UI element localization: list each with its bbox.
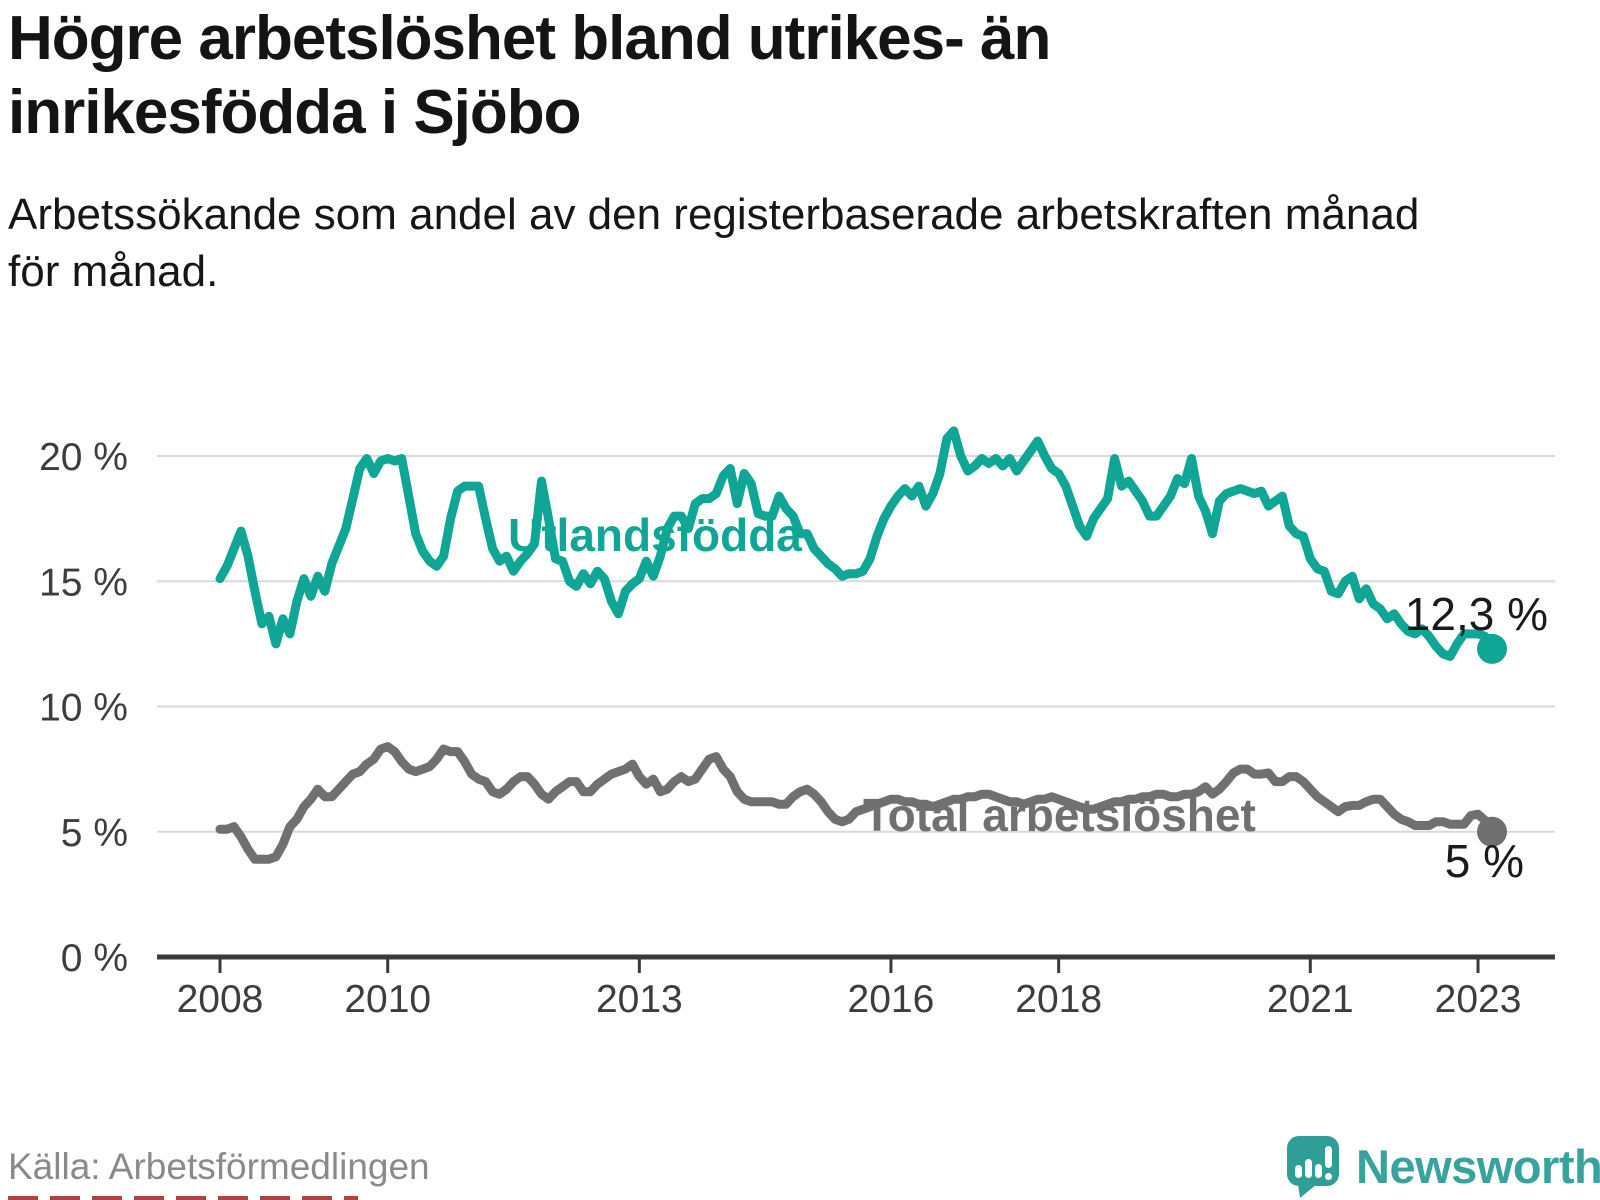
cropped-red-text-fragment [8, 1196, 358, 1200]
end-value-label-total: 5 % [1445, 835, 1524, 887]
newsworthy-branding: Newsworthy [1286, 1134, 1600, 1198]
series-line-utlandsf-dda [215, 426, 1497, 661]
series-line-total-arbetsl-shet [215, 742, 1497, 864]
series-label-total-arbetsloshet: Total arbetslöshet [863, 789, 1256, 841]
x-tick-label: 2016 [848, 978, 935, 1021]
y-tick-label: 0 % [61, 937, 128, 980]
newsworthy-logo-icon [1287, 1136, 1339, 1198]
series-end-dot-utlandsf-dda [1477, 633, 1507, 664]
x-tick-label: 2013 [596, 978, 683, 1021]
chart-plot-area: 2008 2010 2013 2016 2018 2021 2023 0 % 5 % 10 % 15… [39, 426, 1555, 1021]
newsworthy-wordmark: Newsworthy [1356, 1139, 1600, 1193]
y-tick-label: 20 % [39, 436, 128, 479]
x-tick-label: 2021 [1267, 978, 1354, 1021]
x-tick-label: 2008 [177, 978, 264, 1021]
y-tick-label: 15 % [39, 561, 128, 604]
x-tick-label: 2010 [344, 978, 431, 1021]
page-title: Högre arbetslöshet bland utrikes- än inr… [8, 4, 1051, 148]
page-subtitle: Arbetssökande som andel av den registerb… [8, 190, 1420, 297]
source-attribution: Källa: Arbetsförmedlingen [8, 1146, 430, 1187]
x-tick-label: 2023 [1435, 978, 1522, 1021]
series-end-dot-total-arbetsl-shet [1477, 816, 1507, 847]
y-tick-label: 5 % [61, 812, 128, 855]
x-tick-label: 2018 [1015, 978, 1102, 1021]
series-label-utlandsfodda: Utlandsfödda [508, 509, 802, 561]
y-tick-label: 10 % [39, 687, 128, 730]
end-value-label-utlandsfodda: 12,3 % [1405, 588, 1548, 640]
